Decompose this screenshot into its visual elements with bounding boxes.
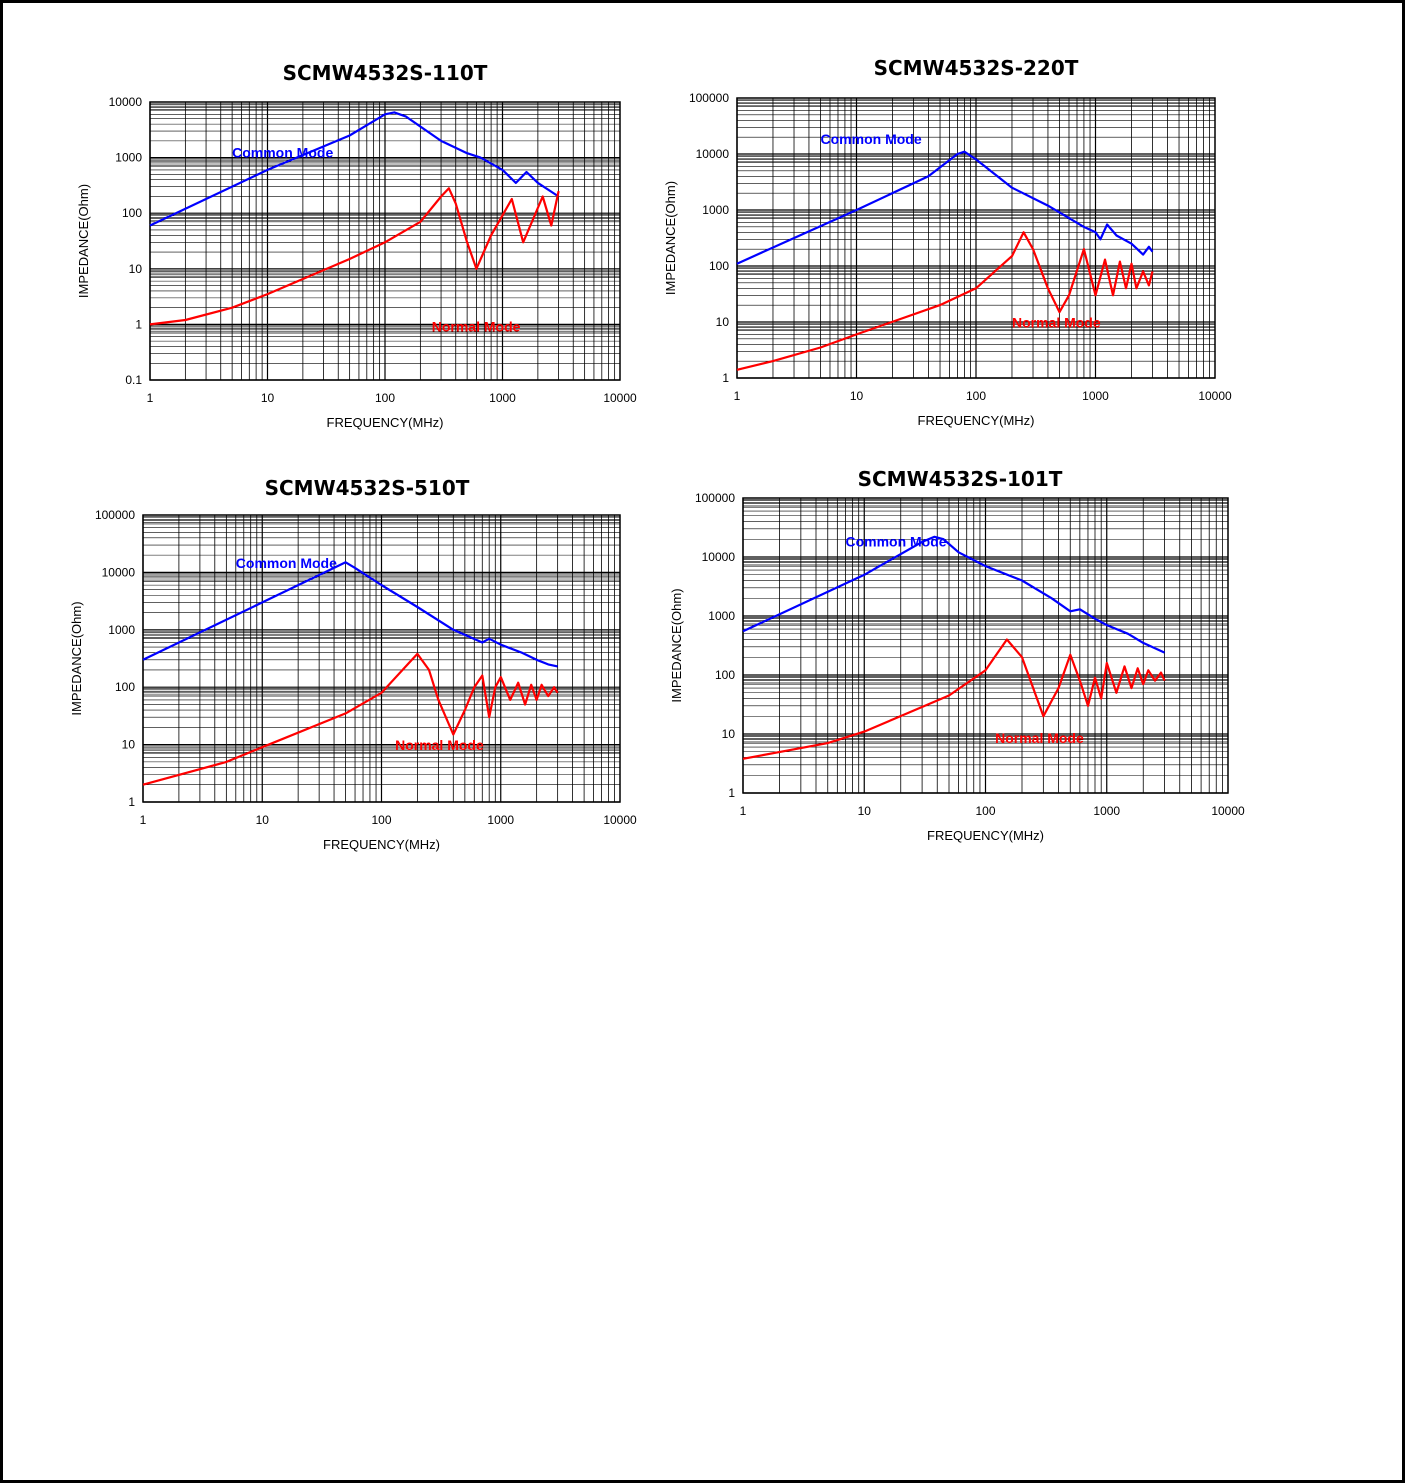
common-mode-line <box>742 535 1166 654</box>
y-axis-label: IMPEDANCE(Ohm) <box>76 184 91 298</box>
y-axis-label: IMPEDANCE(Ohm) <box>669 588 684 702</box>
x-tick-label: 1000 <box>489 391 516 405</box>
y-tick-label: 100 <box>709 259 729 273</box>
x-tick-label: 1 <box>147 391 154 405</box>
y-tick-label: 100 <box>115 680 135 694</box>
chart-title: SCMW4532S-101T <box>858 467 1063 491</box>
common-mode-line <box>142 561 558 668</box>
x-axis-label: FREQUENCY(MHz) <box>918 413 1035 428</box>
y-tick-label: 1 <box>128 795 135 809</box>
chart-1: SCMW4532S-110T 1 10 100 1000 10000 0.1 1 10 100 10… <box>76 61 637 430</box>
y-tick-label: 1 <box>728 786 735 800</box>
common-mode-label: Common Mode <box>821 131 922 147</box>
x-tick-label: 10 <box>850 389 864 403</box>
x-tick-label: 10000 <box>1198 389 1232 403</box>
x-tick-label: 100 <box>375 391 395 405</box>
x-tick-label: 1000 <box>1093 804 1120 818</box>
normal-mode-label: Normal Mode <box>995 730 1084 746</box>
x-tick-label: 10 <box>858 804 872 818</box>
x-tick-label: 10 <box>256 813 270 827</box>
common-mode-line <box>149 111 560 227</box>
normal-mode-line <box>742 638 1166 760</box>
y-tick-label: 100000 <box>689 91 729 105</box>
x-tick-label: 10000 <box>1211 804 1245 818</box>
normal-mode-line <box>149 187 560 326</box>
common-mode-label: Common Mode <box>845 534 946 550</box>
x-tick-label: 1 <box>740 804 747 818</box>
normal-mode-line <box>736 231 1154 371</box>
y-tick-label: 10000 <box>696 147 730 161</box>
plot-frame <box>736 97 1216 379</box>
y-tick-label: 10000 <box>109 95 143 109</box>
x-tick-label: 10 <box>261 391 275 405</box>
plot-frame <box>149 101 621 381</box>
x-axis-label: FREQUENCY(MHz) <box>323 837 440 852</box>
x-tick-label: 100 <box>371 813 391 827</box>
normal-mode-label: Normal Mode <box>1012 314 1101 330</box>
normal-mode-line <box>142 652 559 786</box>
x-tick-label: 100 <box>975 804 995 818</box>
y-tick-label: 1000 <box>108 623 135 637</box>
common-mode-label: Common Mode <box>236 555 337 571</box>
x-axis-label: FREQUENCY(MHz) <box>927 828 1044 843</box>
y-tick-label: 100000 <box>695 491 735 505</box>
y-tick-label: 1000 <box>702 203 729 217</box>
y-tick-label: 0.1 <box>125 373 142 387</box>
x-tick-label: 1000 <box>1082 389 1109 403</box>
common-mode-label: Common Mode <box>232 145 333 161</box>
y-tick-label: 100000 <box>95 508 135 522</box>
y-tick-label: 10 <box>716 315 730 329</box>
chart-3: SCMW4532S-510T 1 10 100 1000 10000 1 10 100 1000 1… <box>69 476 637 852</box>
normal-mode-label: Normal Mode <box>395 737 484 753</box>
y-axis-label: IMPEDANCE(Ohm) <box>69 601 84 715</box>
y-tick-label: 10000 <box>102 565 136 579</box>
x-tick-label: 10000 <box>603 391 637 405</box>
chart-title: SCMW4532S-220T <box>874 56 1079 80</box>
plot-frame <box>142 514 621 803</box>
x-tick-label: 1 <box>140 813 147 827</box>
y-tick-label: 100 <box>715 668 735 682</box>
y-tick-label: 100 <box>122 206 142 220</box>
plot-frame <box>742 497 1229 794</box>
x-tick-label: 10000 <box>603 813 637 827</box>
chart-4: SCMW4532S-101T 1 10 100 1000 10000 1 10 100 1000 1… <box>669 467 1245 843</box>
x-axis-label: FREQUENCY(MHz) <box>327 415 444 430</box>
x-tick-label: 1000 <box>487 813 514 827</box>
y-tick-label: 10000 <box>702 550 736 564</box>
chart-title: SCMW4532S-510T <box>265 476 470 500</box>
chart-title: SCMW4532S-110T <box>283 61 488 85</box>
y-axis-label: IMPEDANCE(Ohm) <box>663 181 678 295</box>
y-tick-label: 10 <box>722 727 736 741</box>
y-tick-label: 10 <box>122 738 136 752</box>
y-tick-label: 1 <box>722 371 729 385</box>
y-tick-label: 10 <box>129 262 143 276</box>
y-tick-label: 1000 <box>708 609 735 623</box>
common-mode-line <box>736 150 1154 265</box>
y-tick-label: 1000 <box>115 151 142 165</box>
x-tick-label: 100 <box>966 389 986 403</box>
y-tick-label: 1 <box>135 317 142 331</box>
normal-mode-label: Normal Mode <box>432 318 521 334</box>
x-tick-label: 1 <box>734 389 741 403</box>
chart-2: SCMW4532S-220T 1 10 100 1000 10000 1 10 100 1000 1… <box>663 56 1232 428</box>
